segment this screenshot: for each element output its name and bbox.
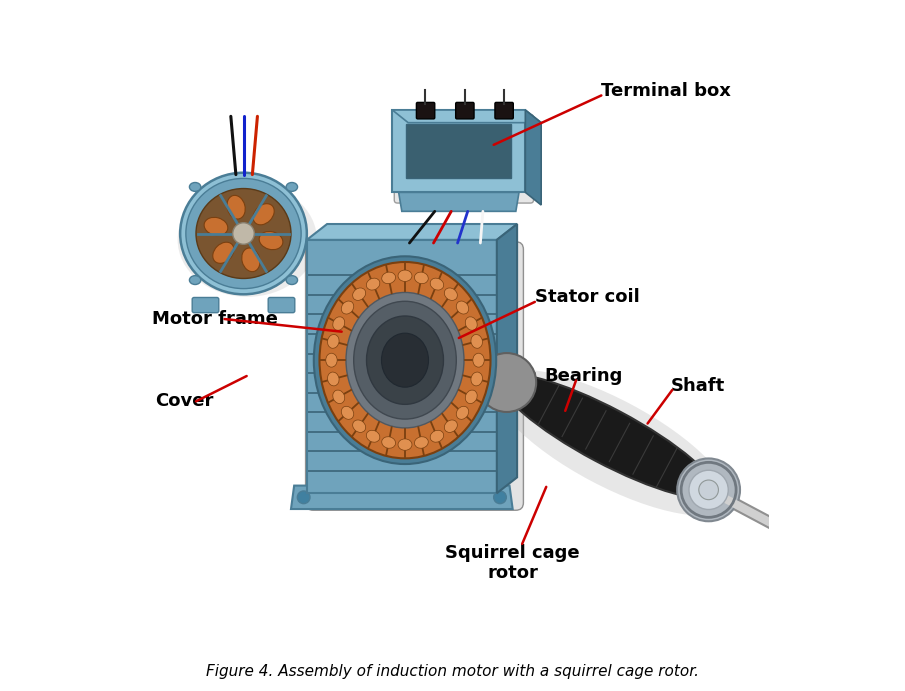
Ellipse shape xyxy=(353,420,366,433)
Ellipse shape xyxy=(341,301,354,314)
Ellipse shape xyxy=(471,334,482,348)
Text: Terminal box: Terminal box xyxy=(601,82,731,100)
FancyBboxPatch shape xyxy=(268,298,295,313)
Ellipse shape xyxy=(444,288,457,301)
Ellipse shape xyxy=(242,248,260,272)
Text: Squirrel cage
rotor: Squirrel cage rotor xyxy=(445,544,580,582)
Ellipse shape xyxy=(414,272,428,283)
Polygon shape xyxy=(307,240,497,493)
Ellipse shape xyxy=(430,430,443,442)
Ellipse shape xyxy=(253,204,274,225)
Polygon shape xyxy=(497,224,517,493)
Circle shape xyxy=(298,491,310,504)
Ellipse shape xyxy=(205,218,228,236)
Ellipse shape xyxy=(472,353,484,367)
Polygon shape xyxy=(399,192,519,211)
FancyBboxPatch shape xyxy=(395,115,534,203)
Ellipse shape xyxy=(398,270,412,281)
FancyBboxPatch shape xyxy=(192,298,219,313)
Ellipse shape xyxy=(382,272,395,283)
Ellipse shape xyxy=(319,262,491,458)
Ellipse shape xyxy=(430,278,443,290)
Ellipse shape xyxy=(333,390,345,404)
Ellipse shape xyxy=(196,189,291,278)
Ellipse shape xyxy=(227,196,245,219)
Ellipse shape xyxy=(465,390,477,404)
Ellipse shape xyxy=(444,420,457,433)
Ellipse shape xyxy=(189,276,201,285)
Ellipse shape xyxy=(286,182,298,191)
Ellipse shape xyxy=(314,256,496,464)
Ellipse shape xyxy=(398,439,412,451)
Ellipse shape xyxy=(328,334,339,348)
FancyBboxPatch shape xyxy=(416,102,434,119)
Ellipse shape xyxy=(353,288,366,301)
Ellipse shape xyxy=(492,370,729,515)
Ellipse shape xyxy=(326,353,338,367)
Ellipse shape xyxy=(354,301,456,419)
Circle shape xyxy=(233,223,254,245)
Ellipse shape xyxy=(333,316,345,330)
FancyBboxPatch shape xyxy=(455,102,474,119)
Polygon shape xyxy=(291,486,512,509)
Ellipse shape xyxy=(213,243,233,263)
Ellipse shape xyxy=(328,372,339,386)
Text: Figure 4. Assembly of induction motor with a squirrel cage rotor.: Figure 4. Assembly of induction motor wi… xyxy=(206,663,699,679)
Polygon shape xyxy=(307,224,517,240)
Ellipse shape xyxy=(186,178,301,289)
Polygon shape xyxy=(525,110,541,205)
Ellipse shape xyxy=(382,333,428,387)
Ellipse shape xyxy=(456,406,469,419)
Ellipse shape xyxy=(286,276,298,285)
Ellipse shape xyxy=(341,406,354,419)
FancyBboxPatch shape xyxy=(495,102,513,119)
Polygon shape xyxy=(393,110,541,123)
Ellipse shape xyxy=(259,231,283,249)
Ellipse shape xyxy=(180,173,307,294)
Ellipse shape xyxy=(189,182,201,191)
Ellipse shape xyxy=(177,183,317,297)
Ellipse shape xyxy=(677,458,740,521)
Ellipse shape xyxy=(367,430,380,442)
Ellipse shape xyxy=(456,301,469,314)
Ellipse shape xyxy=(477,353,536,412)
Ellipse shape xyxy=(689,470,729,509)
Ellipse shape xyxy=(346,292,464,428)
Ellipse shape xyxy=(382,437,395,448)
Ellipse shape xyxy=(465,316,477,330)
Text: Stator coil: Stator coil xyxy=(535,288,640,306)
Polygon shape xyxy=(406,124,511,178)
Text: Bearing: Bearing xyxy=(544,367,623,385)
Text: Motor frame: Motor frame xyxy=(152,310,278,328)
FancyBboxPatch shape xyxy=(306,242,523,510)
Ellipse shape xyxy=(471,372,482,386)
Polygon shape xyxy=(393,110,525,192)
Ellipse shape xyxy=(367,278,380,290)
Circle shape xyxy=(493,491,506,504)
Text: Cover: Cover xyxy=(155,392,214,410)
Ellipse shape xyxy=(367,316,443,404)
Text: Shaft: Shaft xyxy=(671,377,725,395)
Ellipse shape xyxy=(781,525,794,538)
Ellipse shape xyxy=(414,437,428,448)
Ellipse shape xyxy=(699,480,719,500)
Ellipse shape xyxy=(500,375,715,498)
